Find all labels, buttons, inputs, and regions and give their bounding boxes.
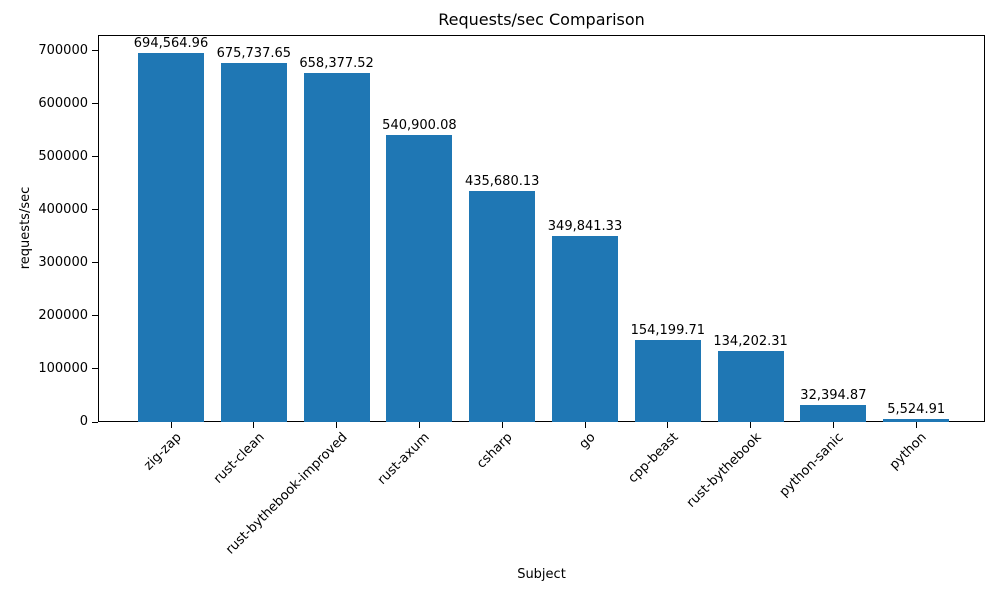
y-axis-label: requests/sec [18, 186, 33, 270]
bar-value-label: 32,394.87 [800, 387, 867, 403]
y-tick-mark [92, 209, 98, 211]
bar-value-label: 134,202.31 [713, 333, 788, 349]
y-tick-mark [92, 262, 98, 264]
y-tick-mark [92, 315, 98, 317]
bar-rust-clean [220, 63, 287, 422]
bar-cpp-beast [634, 340, 701, 422]
x-tick-mark [915, 422, 917, 428]
x-tick-mark [418, 422, 420, 428]
bar-value-label: 694,564.96 [133, 36, 209, 52]
x-tick-mark [501, 422, 503, 428]
bar-go [552, 236, 618, 422]
x-tick-mark [667, 422, 669, 428]
y-tick-label: 200000 [38, 307, 88, 323]
bar-zig-zap [138, 53, 204, 422]
bar-python-sanic [800, 404, 867, 422]
bar-value-label: 435,680.13 [464, 173, 540, 189]
y-tick-mark [92, 103, 98, 105]
x-tick-mark [170, 422, 172, 428]
y-tick-label: 400000 [38, 201, 88, 217]
y-tick-label: 300000 [38, 254, 88, 270]
x-tick-mark [253, 422, 255, 428]
x-tick-mark [584, 422, 586, 428]
bar-value-label: 675,737.65 [216, 46, 292, 62]
bar-rust-bythebook [717, 350, 784, 422]
y-tick-mark [92, 421, 98, 423]
y-tick-label: 100000 [38, 360, 88, 376]
x-axis-label: Subject [517, 567, 566, 582]
y-tick-mark [92, 50, 98, 52]
bar-rust-axum [386, 134, 453, 422]
x-tick-mark [832, 422, 834, 428]
bar-value-label: 5,524.91 [887, 402, 946, 418]
bar-value-label: 540,900.08 [382, 117, 457, 133]
bar-csharp [469, 190, 536, 422]
bar-rust-bythebook-improved [303, 72, 370, 422]
bar-python [883, 419, 950, 422]
y-tick-mark [92, 156, 98, 158]
bar-value-label: 154,199.71 [630, 323, 706, 339]
y-tick-label: 700000 [38, 42, 88, 58]
bar-value-label: 658,377.52 [299, 55, 374, 71]
y-tick-label: 600000 [38, 95, 88, 111]
y-tick-label: 0 [79, 414, 88, 429]
y-tick-mark [92, 368, 98, 370]
x-tick-mark [336, 422, 338, 428]
y-tick-label: 500000 [38, 148, 88, 164]
bar-value-label: 349,841.33 [547, 219, 623, 235]
chart-title: Requests/sec Comparison [438, 10, 645, 29]
x-tick-mark [750, 422, 752, 428]
